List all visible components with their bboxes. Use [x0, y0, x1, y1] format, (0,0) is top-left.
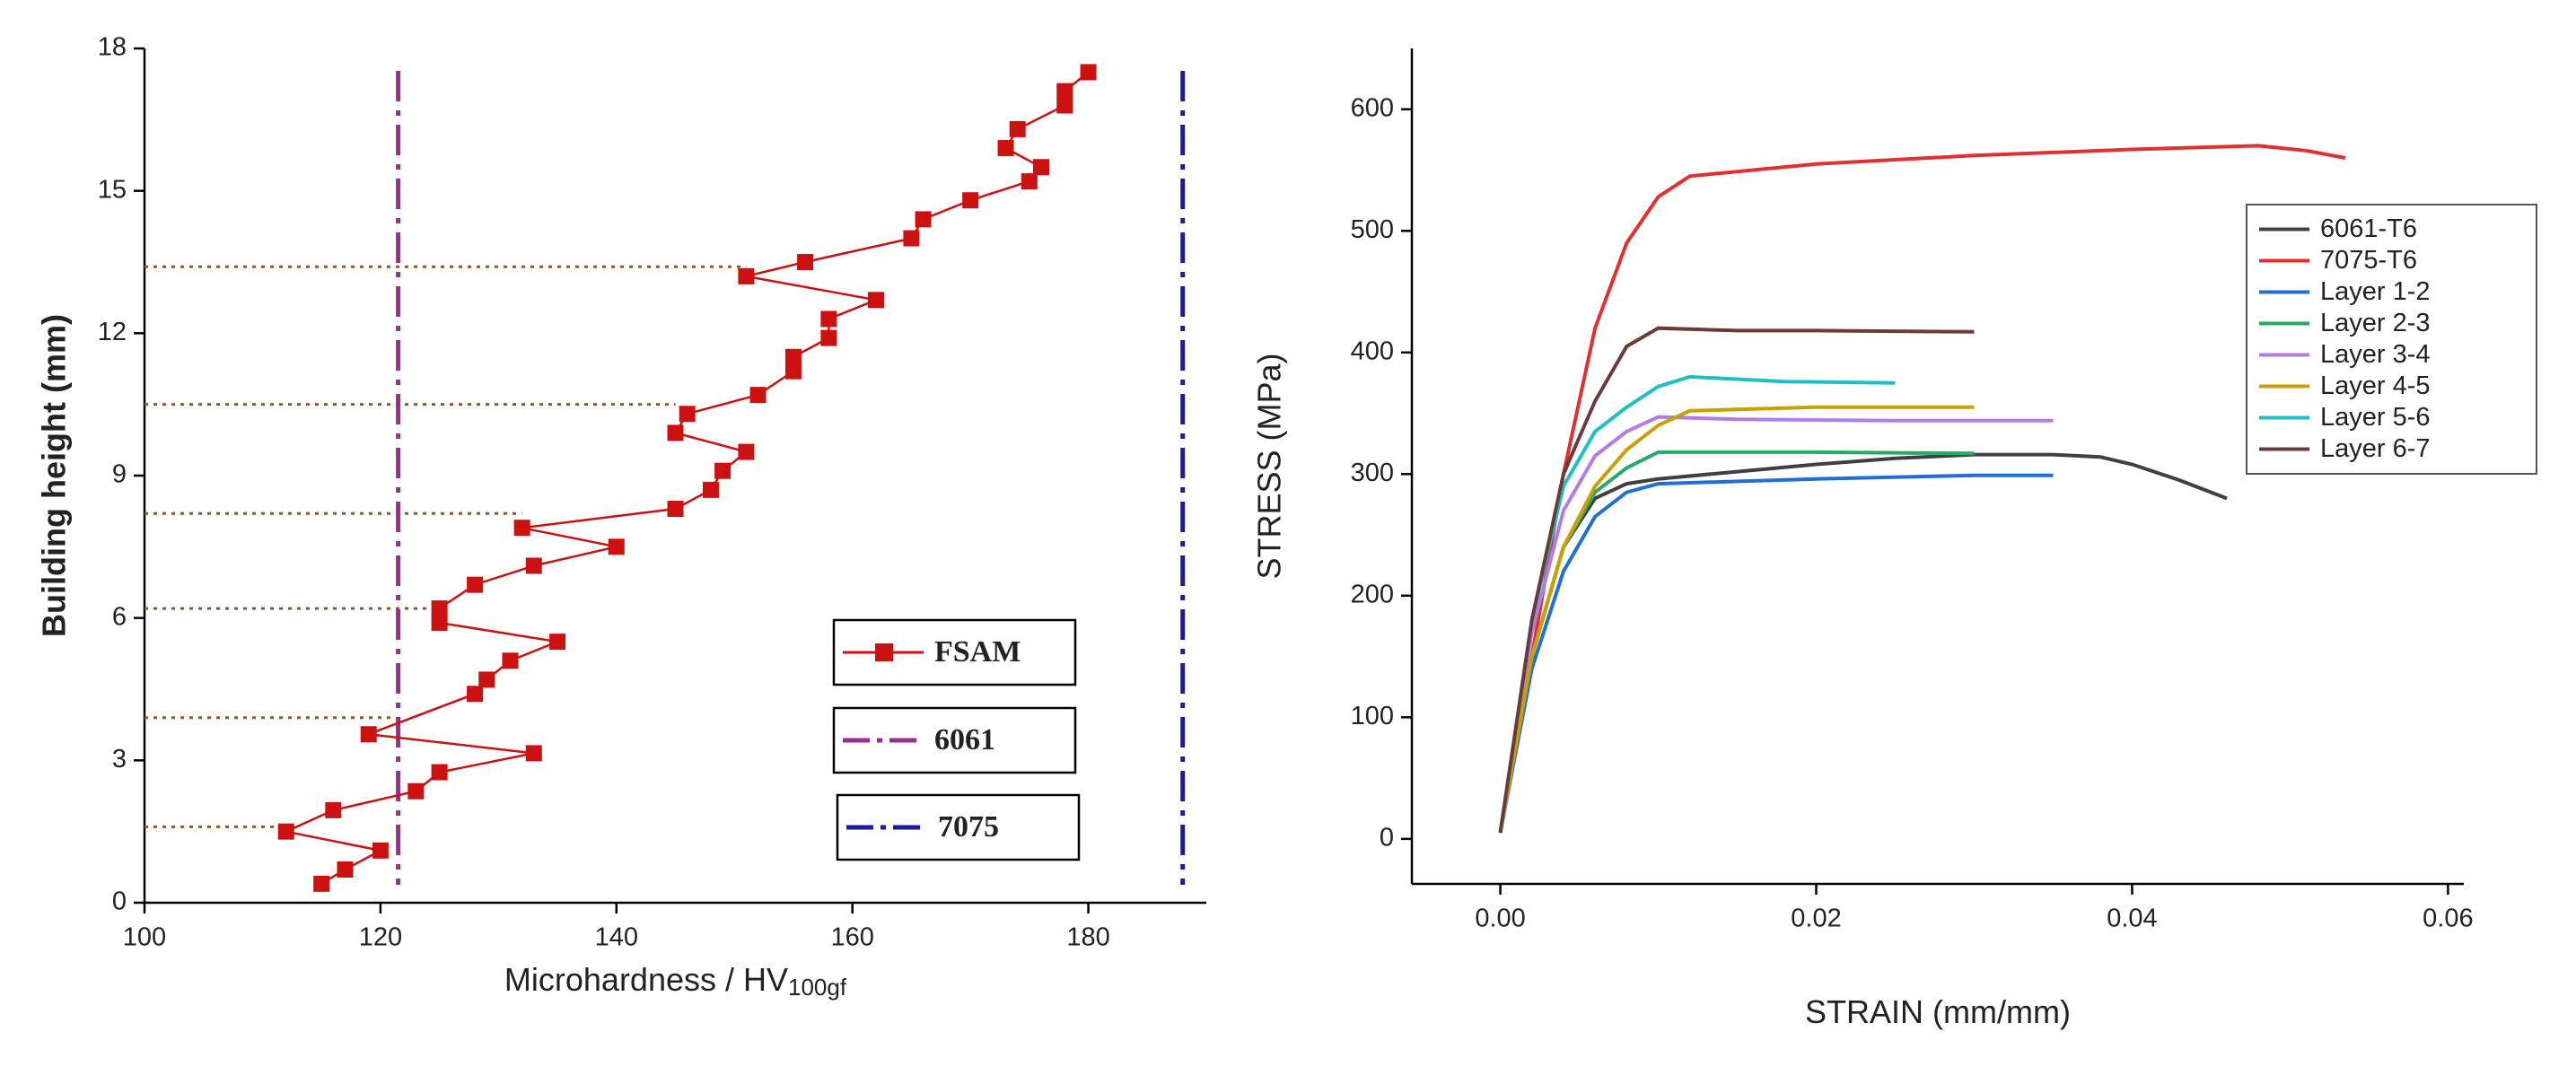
legend-box [2246, 204, 2537, 475]
legend-label: 7075-T6 [2320, 246, 2417, 275]
legend-marker [875, 643, 893, 661]
marker [702, 481, 719, 498]
y-tick-label: 200 [1351, 580, 1394, 608]
marker [360, 726, 377, 743]
legend-label: 6061 [934, 723, 995, 756]
marker [313, 875, 330, 892]
marker [337, 861, 354, 878]
marker [679, 406, 696, 423]
series-line [1498, 326, 1975, 834]
marker [525, 745, 542, 762]
legend-label: Layer 2-3 [2320, 309, 2431, 337]
marker [549, 634, 566, 651]
y-tick-label: 6 [112, 602, 127, 631]
legend-label: Layer 5-6 [2320, 403, 2431, 432]
marker [431, 764, 448, 781]
legend-box [832, 706, 1077, 774]
x-axis-label-subscript: 100gf [788, 974, 847, 1001]
marker [784, 363, 802, 380]
y-tick-label: 9 [112, 460, 127, 489]
marker [915, 211, 932, 228]
marker [325, 801, 342, 818]
x-tick-label: 120 [359, 923, 402, 952]
y-tick-label: 12 [98, 318, 127, 346]
legend-label: FSAM [934, 635, 1021, 669]
marker [797, 254, 814, 270]
x-axis-label-main: Microhardness / HV [504, 961, 788, 998]
marker [478, 671, 495, 688]
marker [738, 443, 755, 460]
marker [1032, 159, 1049, 176]
marker [997, 140, 1014, 157]
marker [608, 538, 625, 555]
marker [867, 292, 884, 309]
marker [667, 501, 684, 518]
series-line [1498, 405, 1975, 834]
y-tick-label: 15 [98, 175, 127, 204]
series-line [1498, 473, 2054, 834]
series-line [1498, 374, 1896, 834]
marker [467, 576, 484, 593]
marker [372, 842, 389, 859]
y-tick-label: 18 [98, 33, 127, 62]
x-tick-label: 160 [830, 923, 873, 952]
marker [277, 823, 294, 840]
marker [820, 329, 837, 346]
series-line [1498, 450, 1975, 834]
marker [513, 520, 530, 537]
y-tick-label: 400 [1351, 337, 1394, 365]
legend-label: Layer 1-2 [2320, 277, 2431, 306]
marker [820, 310, 837, 328]
y-tick-label: 600 [1351, 93, 1394, 122]
marker [738, 267, 755, 284]
marker [1021, 173, 1038, 190]
y-axis-label: STRESS (MPa) [1251, 353, 1288, 579]
marker [1056, 83, 1073, 100]
x-axis-label: Microhardness / HV100gf [504, 961, 847, 1001]
legend-label: Layer 6-7 [2320, 434, 2431, 463]
x-axis-label-main: STRAIN (mm/mm) [1805, 993, 2071, 1030]
series-line [1498, 452, 2228, 834]
series-line [1498, 144, 2346, 834]
marker [903, 230, 920, 247]
marker [962, 192, 979, 209]
legend-box [836, 793, 1081, 861]
x-tick-label: 0.04 [2107, 905, 2157, 933]
marker [714, 462, 732, 479]
y-tick-label: 3 [112, 745, 127, 774]
x-tick-label: 140 [595, 923, 638, 952]
legend-label: Layer 4-5 [2320, 372, 2431, 400]
marker [667, 424, 684, 441]
marker [467, 686, 484, 703]
y-axis-label: Building height (mm) [36, 314, 73, 637]
y-tick-label: 300 [1351, 459, 1394, 487]
marker [407, 782, 425, 800]
marker [431, 614, 448, 631]
series-line [1498, 415, 2054, 834]
marker [1056, 97, 1073, 114]
legend-label: Layer 3-4 [2320, 340, 2431, 369]
marker [1080, 64, 1097, 81]
legend-label: 7075 [938, 810, 999, 844]
x-axis-label: STRAIN (mm/mm) [1805, 993, 2071, 1030]
x-tick-label: 0.02 [1791, 905, 1841, 933]
marker [525, 557, 542, 574]
x-tick-label: 180 [1066, 923, 1109, 952]
marker [784, 348, 802, 365]
x-tick-label: 0.06 [2423, 905, 2473, 933]
x-tick-label: 0.00 [1475, 905, 1525, 933]
marker [1009, 120, 1026, 137]
marker [431, 600, 448, 617]
x-tick-label: 100 [123, 923, 166, 952]
y-tick-label: 0 [1380, 824, 1394, 852]
marker [502, 652, 519, 669]
y-tick-label: 100 [1351, 702, 1394, 730]
y-tick-label: 0 [112, 887, 127, 916]
marker [749, 387, 767, 404]
y-tick-label: 500 [1351, 215, 1394, 244]
legend-label: 6061-T6 [2320, 214, 2417, 243]
